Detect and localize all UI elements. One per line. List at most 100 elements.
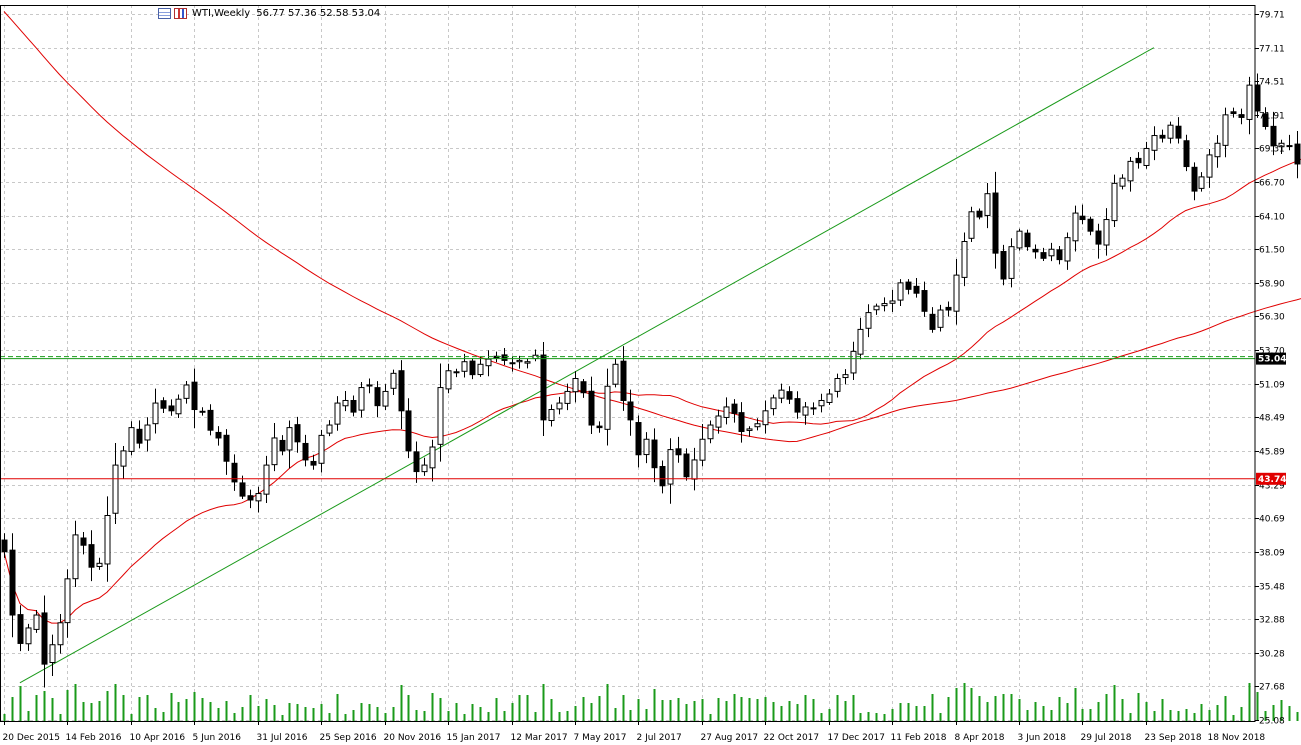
y-tick-label: 53.70 (1259, 347, 1285, 357)
candle-up (175, 398, 182, 415)
candle-up (33, 614, 40, 630)
candlesticks[interactable] (1, 73, 1301, 688)
x-tick-label: 7 May 2017 (574, 733, 627, 743)
x-tick-label: 18 Nov 2018 (1208, 733, 1266, 743)
candle-down (1286, 145, 1293, 148)
candle-up (318, 434, 325, 464)
candle-up (802, 406, 809, 416)
candle-up (183, 384, 190, 399)
candle-up (1167, 124, 1174, 139)
candle-up (556, 402, 563, 410)
x-tick-label: 27 Aug 2017 (701, 733, 759, 743)
candle-down (350, 399, 357, 413)
candle-up (770, 397, 777, 410)
support-level-label: 43.74 (1258, 475, 1286, 485)
candle-up (326, 424, 333, 434)
candle-down (215, 431, 222, 439)
candle-up (429, 446, 436, 469)
y-tick-label: 43.29 (1259, 482, 1285, 492)
candle-down (207, 409, 214, 431)
candle-up (699, 438, 706, 461)
y-tick-label: 51.09 (1259, 381, 1285, 391)
candle-up (1222, 114, 1229, 146)
candle-up (873, 305, 880, 311)
trend-lines (19, 47, 1155, 684)
x-tick-label: 14 Feb 2016 (66, 733, 122, 743)
candle-up (286, 427, 293, 451)
y-tick-label: 61.50 (1259, 246, 1285, 256)
candle-down (302, 442, 309, 461)
y-tick-label: 40.69 (1259, 515, 1285, 525)
candle-up (707, 424, 714, 440)
candle-down (9, 549, 16, 616)
candle-down (294, 424, 301, 443)
candle-down (976, 210, 983, 218)
candle-down (1254, 84, 1261, 112)
y-tick-label: 71.91 (1259, 112, 1285, 122)
y-tick-label: 27.68 (1259, 683, 1285, 693)
candle-down (1191, 166, 1198, 192)
candle-down (945, 306, 952, 311)
y-axis-ticks: 79.71 77.11 74.51 71.91 69.31 66.70 64.10 61.50… (1255, 11, 1285, 727)
candle-up (128, 427, 135, 452)
candle-down (683, 453, 690, 478)
candle-down (929, 313, 936, 330)
candle-down (635, 422, 642, 456)
candle-up (754, 423, 761, 428)
candle-up (382, 390, 389, 407)
candle-up (850, 350, 857, 374)
candle-down (627, 401, 634, 421)
x-tick-label: 8 Apr 2018 (955, 733, 1005, 743)
candle-up (1206, 154, 1213, 178)
candle-up (96, 562, 103, 567)
candle-down (786, 391, 793, 400)
candle-down (992, 192, 999, 254)
candle-down (921, 290, 928, 312)
candle-up (778, 389, 785, 399)
ma-fast-line (3, 158, 1301, 624)
x-tick-label: 29 Jul 2018 (1081, 733, 1132, 743)
candle-up (818, 399, 825, 407)
candle-up (897, 282, 904, 301)
candle-down (1230, 111, 1237, 115)
candle-up (723, 406, 730, 418)
candle-up (715, 415, 722, 428)
support-level-label-bg (1256, 472, 1286, 485)
candle-up (953, 274, 960, 312)
candle-down (1175, 125, 1182, 139)
candle-down (41, 612, 48, 665)
candle-up (1103, 219, 1110, 246)
candle-up (968, 211, 975, 239)
x-tick-label: 23 Sep 2018 (1145, 733, 1202, 743)
candle-up (57, 622, 64, 646)
candle-up (255, 493, 262, 502)
candle-up (572, 378, 579, 393)
candle-down (731, 403, 738, 414)
candle-up (548, 409, 555, 422)
candle-down (1079, 215, 1086, 221)
ohlc-values: 56.77 57.36 52.58 53.04 (256, 7, 381, 19)
x-tick-label: 17 Dec 2017 (828, 733, 886, 743)
horizontal-levels (0, 356, 1255, 480)
candle-up (834, 378, 841, 392)
candle-up (865, 312, 872, 329)
x-tick-label: 5 Jun 2016 (193, 733, 242, 743)
candle-down (659, 466, 666, 487)
candle-down (398, 370, 405, 412)
candle-down (1024, 232, 1031, 248)
y-tick-label: 38.09 (1259, 549, 1285, 559)
candle-up (961, 241, 968, 278)
candle-up (342, 399, 349, 407)
candle-up (152, 402, 159, 425)
candle-down (1032, 248, 1039, 253)
candle-up (25, 627, 32, 645)
candle-up (1064, 237, 1071, 262)
candle-down (310, 460, 317, 466)
x-tick-label: 12 Mar 2017 (511, 733, 568, 743)
y-tick-label: 74.51 (1259, 78, 1285, 88)
trend-line (19, 47, 1155, 684)
candle-up (842, 374, 849, 379)
candle-down (509, 362, 516, 365)
